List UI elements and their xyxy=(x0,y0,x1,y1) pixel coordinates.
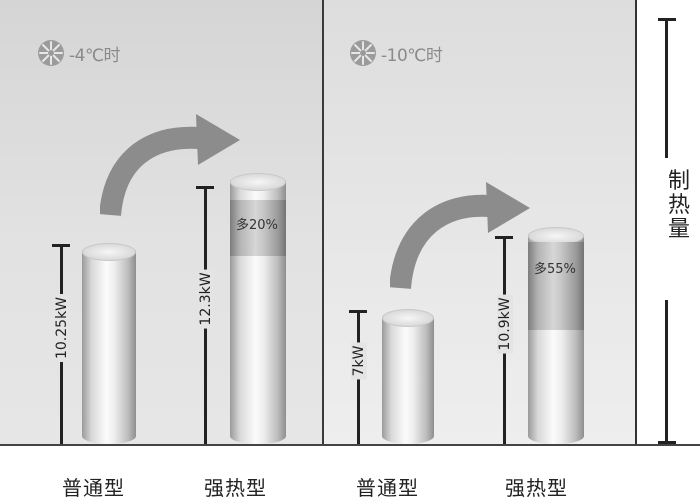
y-axis-line xyxy=(665,18,668,158)
category-label: 普通型 xyxy=(62,476,125,500)
value-label: 10.9kW xyxy=(497,294,513,354)
increase-arrow-icon xyxy=(100,114,240,217)
value-label: 7kW xyxy=(351,342,367,380)
snowflake-icon xyxy=(38,40,64,66)
condition-text: -4℃时 xyxy=(69,45,121,66)
value-label: 10.25kW xyxy=(54,293,70,363)
increase-label: 多55% xyxy=(534,262,576,277)
y-axis-label: 制热量 xyxy=(667,169,690,242)
category-label: 普通型 xyxy=(356,476,419,500)
category-label: 强热型 xyxy=(505,476,568,500)
snowflake-icon xyxy=(350,40,376,66)
condition-label-minus10: -10℃时 xyxy=(348,38,443,68)
bar-cap xyxy=(82,243,136,261)
bar-normal-minus10 xyxy=(382,309,434,444)
value-label: 12.3kW xyxy=(198,269,214,329)
increase-label: 多20% xyxy=(236,218,278,233)
increase-band xyxy=(230,200,286,256)
category-label: 强热型 xyxy=(204,476,267,500)
condition-text: -10℃时 xyxy=(381,45,443,66)
bar-normal-minus4 xyxy=(82,243,136,444)
bar-strong-minus4: 多20% xyxy=(230,173,286,444)
divider-line xyxy=(635,0,637,444)
bar-cap xyxy=(382,309,434,327)
y-axis-cap xyxy=(658,441,676,444)
x-axis-baseline xyxy=(0,444,700,446)
increase-arrow-icon xyxy=(390,182,530,290)
bar-cap xyxy=(230,173,286,191)
bar-strong-minus10: 多55% xyxy=(528,227,584,444)
condition-label-minus4: -4℃时 xyxy=(36,38,121,68)
increase-band xyxy=(528,242,584,330)
y-axis-line xyxy=(665,300,668,444)
